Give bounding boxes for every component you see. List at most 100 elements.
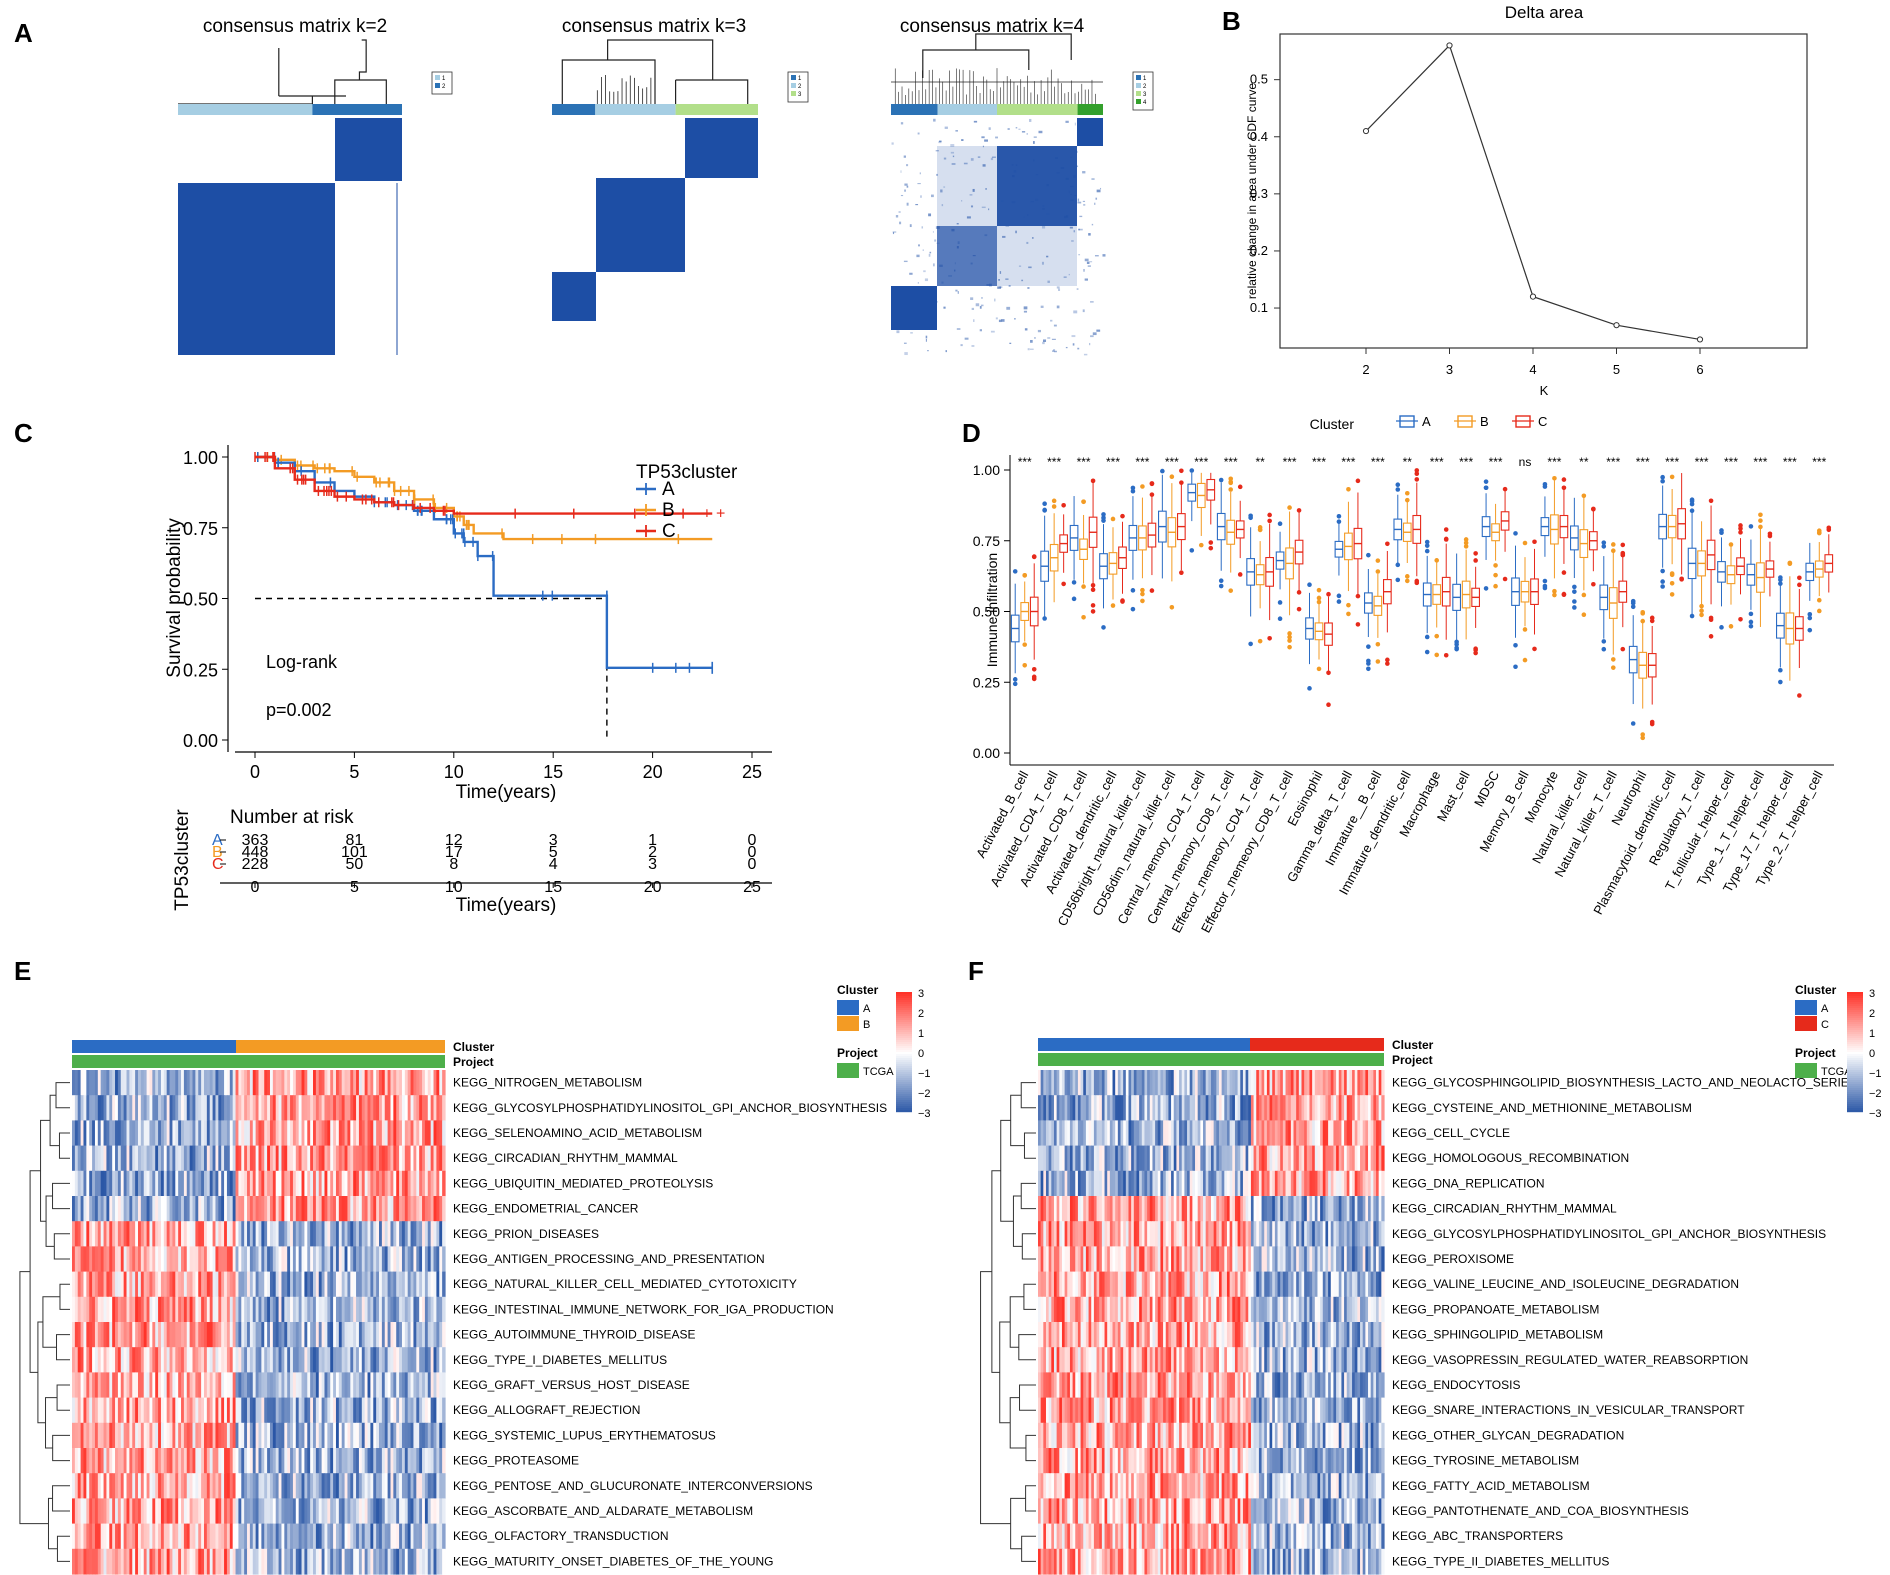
heatmap-cell	[370, 1120, 374, 1147]
box-outlier	[1807, 627, 1813, 633]
heatmap-cell	[367, 1397, 371, 1424]
heatmap-cell	[1120, 1120, 1124, 1147]
heatmap-cell	[94, 1196, 99, 1222]
heatmap-cell	[1269, 1196, 1273, 1222]
heatmap-cell	[255, 1422, 260, 1449]
heatmap-cell	[1357, 1095, 1361, 1121]
heatmap-cell	[221, 1246, 225, 1273]
heatmap-cell	[123, 1120, 128, 1147]
heatmap-cell	[1240, 1120, 1244, 1147]
heatmap-cell	[212, 1397, 217, 1424]
heatmap-cell	[1277, 1221, 1281, 1247]
heatmap-cell	[1229, 1196, 1233, 1222]
heatmap-cell	[1067, 1221, 1071, 1247]
heatmap-cell	[189, 1548, 194, 1575]
heatmap-cell	[166, 1397, 171, 1424]
heatmap-cell	[387, 1422, 392, 1449]
heatmap-cell	[295, 1120, 300, 1147]
heatmap-cell	[212, 1095, 217, 1121]
heatmap-cell	[1093, 1221, 1098, 1247]
box-outlier	[1042, 507, 1047, 513]
heatmap-cell	[315, 1523, 320, 1550]
heatmap-cell	[347, 1548, 351, 1575]
heatmap-cell	[390, 1296, 394, 1323]
heatmap-cell	[436, 1170, 440, 1197]
heatmap-cell	[1109, 1221, 1114, 1247]
heatmap-cell	[1144, 1120, 1148, 1147]
heatmap-cell	[1333, 1120, 1337, 1147]
heatmap-cell	[353, 1422, 357, 1449]
heatmap-cell	[313, 1523, 317, 1550]
heatmap-cell	[163, 1120, 168, 1147]
heatmap-cell	[1242, 1246, 1247, 1273]
heatmap-cell	[163, 1347, 168, 1373]
heatmap-cell	[94, 1372, 99, 1399]
heatmap-cell	[206, 1296, 211, 1323]
heatmap-cell	[252, 1095, 257, 1121]
heatmap-cell	[120, 1347, 125, 1373]
heatmap-cell	[416, 1548, 420, 1575]
heatmap-cell	[112, 1523, 116, 1550]
heatmap-cell	[201, 1347, 205, 1373]
box-outlier	[1090, 582, 1096, 588]
heatmap-cell	[181, 1095, 185, 1121]
heatmap-cell	[1176, 1196, 1180, 1222]
heatmap-cell	[249, 1120, 254, 1147]
heatmap-cell	[350, 1372, 354, 1399]
heatmap-cell	[132, 1271, 136, 1298]
heatmap-cell	[304, 1322, 308, 1348]
heatmap-cell	[1085, 1221, 1090, 1247]
heatmap-cell	[1258, 1196, 1263, 1222]
heatmap-cell	[1163, 1095, 1167, 1121]
heatmap-cell	[123, 1296, 128, 1323]
heatmap-cell	[117, 1095, 122, 1121]
heatmap-cell	[1128, 1246, 1132, 1273]
heatmap-cell	[89, 1422, 93, 1449]
heatmap-cell	[1344, 1170, 1348, 1197]
heatmap-cell	[1101, 1095, 1106, 1121]
heatmap-cell	[106, 1170, 110, 1197]
heatmap-cell	[321, 1145, 326, 1172]
heatmap-cell	[1128, 1196, 1132, 1222]
heatmap-cell	[442, 1347, 446, 1373]
heatmap-cell	[178, 1372, 182, 1399]
heatmap-cell	[330, 1221, 334, 1247]
heatmap-cell	[310, 1473, 314, 1499]
heatmap-cell	[255, 1322, 260, 1348]
boxplot-legend-label: A	[1422, 414, 1431, 429]
box-outlier	[1473, 558, 1478, 563]
box-outlier	[1552, 588, 1557, 594]
matrix-group-bar	[312, 104, 402, 115]
y-tick-label: 0.2	[1250, 243, 1268, 258]
matrix-noise	[943, 186, 946, 188]
heatmap-cell	[163, 1221, 168, 1247]
color-scale-step	[896, 1104, 912, 1107]
heatmap-cell	[172, 1347, 176, 1373]
heatmap-cell	[115, 1170, 119, 1197]
heatmap-cell	[160, 1170, 165, 1197]
heatmap-cell	[126, 1498, 130, 1525]
heatmap-cell	[192, 1120, 196, 1147]
heatmap-cell	[358, 1372, 363, 1399]
heatmap-cell	[189, 1372, 194, 1399]
heatmap-cell	[407, 1170, 412, 1197]
heatmap-cell	[1043, 1070, 1047, 1096]
heatmap-cell	[381, 1296, 386, 1323]
heatmap-cell	[267, 1246, 271, 1273]
heatmap-cell	[287, 1120, 291, 1147]
heatmap-cell	[103, 1498, 108, 1525]
heatmap-cell	[439, 1271, 443, 1298]
heatmap-cell	[401, 1145, 406, 1172]
heatmap-cell	[427, 1221, 432, 1247]
heatmap-cell	[401, 1322, 406, 1348]
heatmap-cell	[201, 1095, 205, 1121]
heatmap-cell	[422, 1221, 426, 1247]
boxplot-legend-label: C	[1538, 414, 1547, 429]
heatmap-cell	[140, 1397, 145, 1424]
heatmap-cell	[129, 1221, 133, 1247]
heatmap-cell	[1360, 1145, 1364, 1172]
heatmap-cell	[1352, 1095, 1356, 1121]
heatmap-cell	[436, 1422, 440, 1449]
heatmap-cell	[192, 1221, 196, 1247]
heatmap-cell	[1189, 1196, 1193, 1222]
